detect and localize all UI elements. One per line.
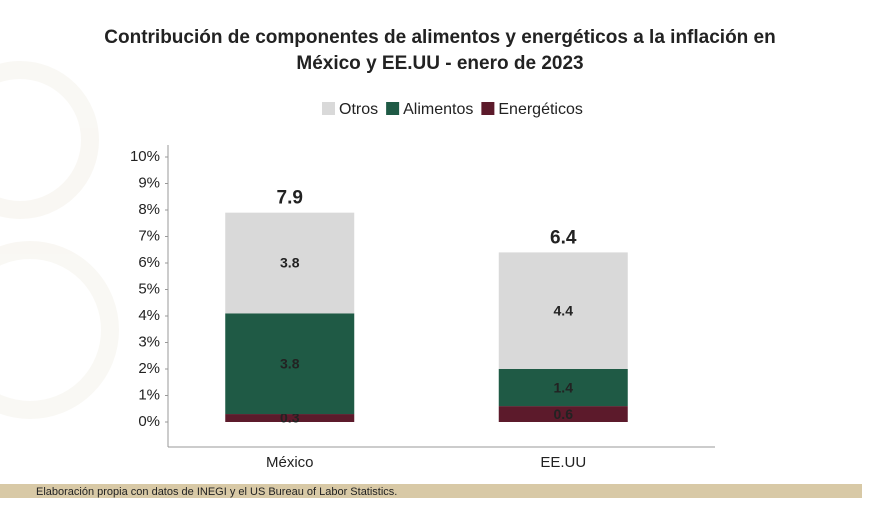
decoration (0, 61, 119, 419)
bar-segment (225, 414, 355, 422)
total-label: 6.4 (550, 227, 577, 248)
y-tick-label: 2% (138, 360, 160, 377)
y-tick-label: 8% (138, 201, 160, 218)
bar-segment (498, 406, 628, 422)
y-tick-label: 7% (138, 227, 160, 244)
bar-segment (225, 212, 355, 314)
y-tick-label: 10% (130, 148, 160, 165)
chart-subtitle: México y EE.UU - enero de 2023 (296, 53, 583, 74)
data-label: 1.4 (554, 379, 574, 395)
y-tick-label: 3% (138, 333, 160, 350)
data-label: 3.8 (280, 255, 300, 271)
data-label: 4.4 (554, 302, 574, 318)
data-label: 0.6 (554, 406, 574, 422)
legend-label: Otros (339, 101, 378, 118)
ornament (0, 241, 119, 419)
legend-swatch (386, 102, 400, 115)
chart-title: Contribución de componentes de alimentos… (104, 27, 775, 48)
y-tick-label: 1% (138, 386, 160, 403)
bar-segment (225, 313, 355, 415)
y-tick-label: 6% (138, 254, 160, 271)
ornament (0, 61, 99, 219)
total-label: 7.9 (277, 188, 303, 209)
legend-swatch (322, 102, 335, 115)
y-tick-label: 9% (138, 174, 160, 191)
legend-label: Energéticos (498, 101, 583, 118)
y-tick-label: 4% (138, 307, 160, 324)
y-tick-label: 5% (138, 280, 160, 297)
x-tick-label: EE.UU (540, 454, 586, 471)
data-label: 3.8 (280, 355, 300, 371)
bar-segment (498, 252, 628, 369)
footnote: Elaboración propia con datos de INEGI y … (36, 486, 397, 498)
bar-segment (498, 369, 628, 407)
footer-bar (0, 484, 862, 498)
y-tick-label: 0% (138, 413, 160, 430)
legend-label: Alimentos (403, 101, 473, 118)
x-tick-label: México (266, 454, 314, 471)
legend-swatch (481, 102, 495, 115)
